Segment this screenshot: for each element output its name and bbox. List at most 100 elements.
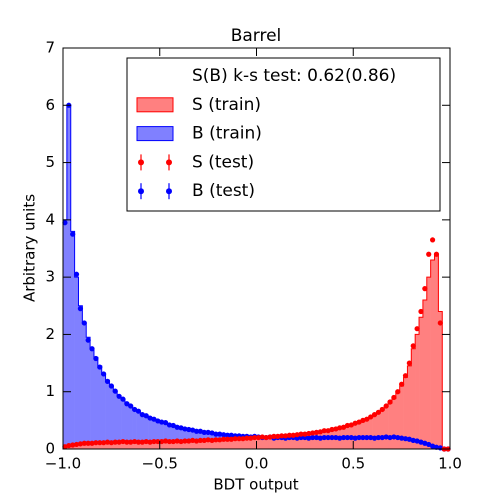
hist-bar <box>121 442 126 449</box>
test-point <box>151 438 157 445</box>
test-point <box>131 438 138 445</box>
test-point <box>166 438 173 445</box>
test-point <box>112 388 118 394</box>
test-point <box>193 428 200 434</box>
test-point <box>248 435 254 441</box>
hist-bar <box>132 442 137 449</box>
test-point <box>85 440 91 446</box>
hist-bar <box>217 439 222 449</box>
hist-bar <box>175 441 180 449</box>
test-point <box>174 438 180 444</box>
test-point <box>70 231 76 237</box>
hist-bar <box>90 443 95 449</box>
hist-bar <box>163 441 168 449</box>
test-point <box>286 432 292 438</box>
hist-bar <box>391 398 397 449</box>
hist-bar <box>159 441 164 449</box>
hist-bar <box>140 442 145 449</box>
legend-label: S (train) <box>192 95 261 115</box>
test-point <box>221 436 227 442</box>
test-point <box>375 434 382 441</box>
test-point <box>182 438 188 444</box>
hist-bar <box>395 392 400 449</box>
hist-bar <box>93 357 99 449</box>
legend-marker <box>138 159 144 166</box>
test-point <box>224 432 231 438</box>
test-point <box>437 320 443 326</box>
legend-marker <box>138 188 144 195</box>
test-point <box>321 434 327 441</box>
test-point <box>414 326 420 332</box>
hist-bar <box>206 440 211 449</box>
test-point <box>197 437 203 444</box>
hist-bar <box>422 300 428 449</box>
hist-bar <box>244 438 250 449</box>
test-point <box>387 399 393 405</box>
test-point <box>344 434 351 441</box>
test-point <box>186 438 192 444</box>
x-axis-label: BDT output <box>213 476 298 494</box>
hist-bar <box>275 436 281 449</box>
test-point <box>205 437 211 443</box>
hist-bar <box>179 441 184 449</box>
hist-bar <box>438 311 443 449</box>
test-point <box>255 434 262 441</box>
test-point <box>399 435 405 441</box>
y-tick-label: 6 <box>45 96 55 114</box>
hist-bar <box>117 442 122 449</box>
hist-bar <box>314 432 319 449</box>
test-point <box>120 396 126 402</box>
test-point <box>120 438 126 445</box>
hist-bar <box>101 442 106 449</box>
test-point <box>375 409 382 415</box>
test-point <box>131 406 138 413</box>
legend-label: B (train) <box>192 124 262 144</box>
hist-bar <box>299 434 304 449</box>
test-point <box>240 436 246 442</box>
test-point <box>271 433 277 439</box>
y-tick-label: 3 <box>45 268 55 286</box>
test-point <box>317 435 323 441</box>
hist-bar <box>113 442 118 449</box>
hist-bar <box>86 443 91 449</box>
hist-bar <box>376 412 381 449</box>
test-point <box>93 355 99 362</box>
hist-bar <box>399 385 404 449</box>
test-point <box>313 429 320 435</box>
hist-bar <box>264 437 269 449</box>
test-point <box>306 430 312 437</box>
test-point <box>116 439 122 445</box>
y-tick-label: 5 <box>45 153 55 171</box>
hist-bar <box>78 305 83 449</box>
test-point <box>213 431 219 437</box>
chart-title: Barrel <box>231 26 282 46</box>
hist-bar <box>155 420 161 449</box>
test-point <box>93 440 99 446</box>
hist-bar <box>140 414 145 449</box>
test-point <box>89 440 95 446</box>
hist-bar <box>167 424 172 449</box>
test-point <box>155 438 161 445</box>
hist-bar <box>291 435 296 449</box>
legend-swatch <box>136 97 174 113</box>
test-point <box>298 431 304 437</box>
hist-bar <box>372 415 377 449</box>
y-tick-label: 1 <box>45 382 55 400</box>
test-point <box>368 434 374 441</box>
legend: S(B) k-s test: 0.62(0.86) S (train) B (tra… <box>126 57 441 212</box>
test-point <box>97 364 103 370</box>
hist-bar <box>248 438 253 449</box>
test-point <box>236 436 242 442</box>
test-point <box>205 429 211 435</box>
hist-bar <box>260 437 265 449</box>
hist-bar <box>407 365 412 449</box>
legend-label: S (test) <box>192 152 254 172</box>
test-point <box>348 422 354 428</box>
hist-bar <box>213 439 219 449</box>
test-point <box>112 439 118 445</box>
test-point <box>81 320 87 326</box>
hist-bar <box>109 385 114 449</box>
test-point <box>66 442 72 449</box>
test-point <box>426 441 432 448</box>
